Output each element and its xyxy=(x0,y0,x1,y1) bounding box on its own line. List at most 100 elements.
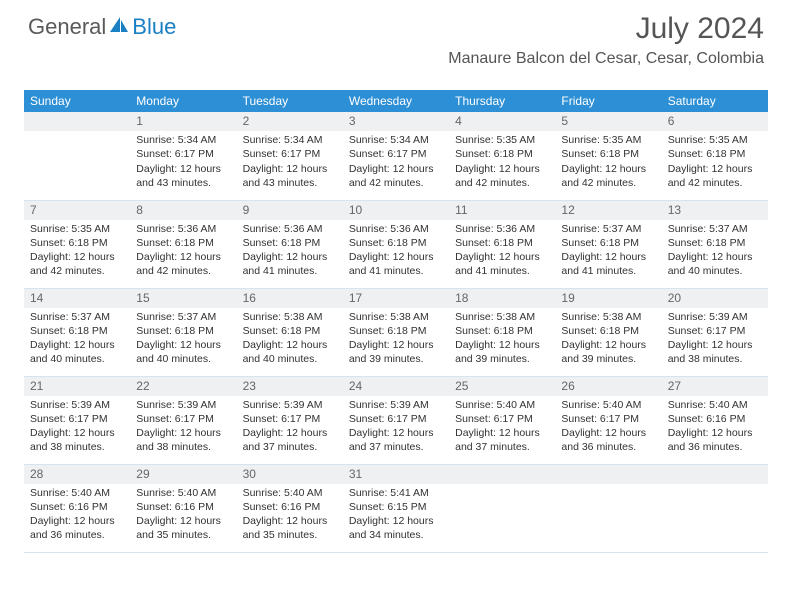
day-details: Sunrise: 5:35 AMSunset: 6:18 PMDaylight:… xyxy=(555,131,661,194)
day-number: 17 xyxy=(343,289,449,308)
brand-part1: General xyxy=(28,14,106,40)
daylight-line: Daylight: 12 hours and 42 minutes. xyxy=(30,250,124,278)
daylight-line: Daylight: 12 hours and 42 minutes. xyxy=(455,162,549,190)
day-number: 28 xyxy=(24,465,130,484)
calendar-cell: 26Sunrise: 5:40 AMSunset: 6:17 PMDayligh… xyxy=(555,376,661,464)
calendar-cell: 3Sunrise: 5:34 AMSunset: 6:17 PMDaylight… xyxy=(343,112,449,200)
daylight-line: Daylight: 12 hours and 37 minutes. xyxy=(455,426,549,454)
day-number: 18 xyxy=(449,289,555,308)
calendar-cell: 15Sunrise: 5:37 AMSunset: 6:18 PMDayligh… xyxy=(130,288,236,376)
day-number: 5 xyxy=(555,112,661,131)
sunset-line: Sunset: 6:15 PM xyxy=(349,500,443,514)
day-number-empty xyxy=(662,465,768,484)
day-number: 19 xyxy=(555,289,661,308)
day-details: Sunrise: 5:39 AMSunset: 6:17 PMDaylight:… xyxy=(343,396,449,459)
day-details: Sunrise: 5:36 AMSunset: 6:18 PMDaylight:… xyxy=(237,220,343,283)
sunrise-line: Sunrise: 5:37 AM xyxy=(668,222,762,236)
calendar-cell: 23Sunrise: 5:39 AMSunset: 6:17 PMDayligh… xyxy=(237,376,343,464)
day-details: Sunrise: 5:38 AMSunset: 6:18 PMDaylight:… xyxy=(555,308,661,371)
day-details: Sunrise: 5:40 AMSunset: 6:17 PMDaylight:… xyxy=(555,396,661,459)
calendar-cell xyxy=(555,464,661,552)
calendar-cell: 17Sunrise: 5:38 AMSunset: 6:18 PMDayligh… xyxy=(343,288,449,376)
sunrise-line: Sunrise: 5:39 AM xyxy=(668,310,762,324)
brand-logo: General Blue xyxy=(28,14,176,40)
weekday-header: Wednesday xyxy=(343,90,449,112)
sunset-line: Sunset: 6:16 PM xyxy=(30,500,124,514)
calendar-cell: 5Sunrise: 5:35 AMSunset: 6:18 PMDaylight… xyxy=(555,112,661,200)
sunrise-line: Sunrise: 5:39 AM xyxy=(243,398,337,412)
daylight-line: Daylight: 12 hours and 36 minutes. xyxy=(30,514,124,542)
weekday-header: Friday xyxy=(555,90,661,112)
calendar-cell: 11Sunrise: 5:36 AMSunset: 6:18 PMDayligh… xyxy=(449,200,555,288)
day-number-empty xyxy=(24,112,130,131)
calendar-cell: 4Sunrise: 5:35 AMSunset: 6:18 PMDaylight… xyxy=(449,112,555,200)
daylight-line: Daylight: 12 hours and 41 minutes. xyxy=(561,250,655,278)
header: General Blue July 2024 Manaure Balcon de… xyxy=(0,0,792,90)
sunset-line: Sunset: 6:18 PM xyxy=(349,324,443,338)
calendar-cell: 16Sunrise: 5:38 AMSunset: 6:18 PMDayligh… xyxy=(237,288,343,376)
sunrise-line: Sunrise: 5:40 AM xyxy=(455,398,549,412)
daylight-line: Daylight: 12 hours and 43 minutes. xyxy=(243,162,337,190)
sunrise-line: Sunrise: 5:39 AM xyxy=(349,398,443,412)
daylight-line: Daylight: 12 hours and 34 minutes. xyxy=(349,514,443,542)
calendar-cell: 13Sunrise: 5:37 AMSunset: 6:18 PMDayligh… xyxy=(662,200,768,288)
sunset-line: Sunset: 6:17 PM xyxy=(30,412,124,426)
calendar-cell: 28Sunrise: 5:40 AMSunset: 6:16 PMDayligh… xyxy=(24,464,130,552)
day-number: 8 xyxy=(130,201,236,220)
day-number: 1 xyxy=(130,112,236,131)
daylight-line: Daylight: 12 hours and 38 minutes. xyxy=(668,338,762,366)
sunrise-line: Sunrise: 5:36 AM xyxy=(455,222,549,236)
day-number: 29 xyxy=(130,465,236,484)
day-details: Sunrise: 5:38 AMSunset: 6:18 PMDaylight:… xyxy=(449,308,555,371)
sunset-line: Sunset: 6:18 PM xyxy=(668,147,762,161)
day-number: 22 xyxy=(130,377,236,396)
sunset-line: Sunset: 6:17 PM xyxy=(349,147,443,161)
day-details: Sunrise: 5:34 AMSunset: 6:17 PMDaylight:… xyxy=(130,131,236,194)
daylight-line: Daylight: 12 hours and 40 minutes. xyxy=(30,338,124,366)
day-details: Sunrise: 5:36 AMSunset: 6:18 PMDaylight:… xyxy=(343,220,449,283)
day-number: 31 xyxy=(343,465,449,484)
day-number: 20 xyxy=(662,289,768,308)
day-details: Sunrise: 5:35 AMSunset: 6:18 PMDaylight:… xyxy=(449,131,555,194)
calendar-cell xyxy=(24,112,130,200)
brand-part2: Blue xyxy=(132,14,176,40)
day-details: Sunrise: 5:38 AMSunset: 6:18 PMDaylight:… xyxy=(343,308,449,371)
sunrise-line: Sunrise: 5:34 AM xyxy=(136,133,230,147)
calendar-cell: 2Sunrise: 5:34 AMSunset: 6:17 PMDaylight… xyxy=(237,112,343,200)
sunrise-line: Sunrise: 5:40 AM xyxy=(243,486,337,500)
calendar-cell: 24Sunrise: 5:39 AMSunset: 6:17 PMDayligh… xyxy=(343,376,449,464)
day-number: 27 xyxy=(662,377,768,396)
calendar-cell: 7Sunrise: 5:35 AMSunset: 6:18 PMDaylight… xyxy=(24,200,130,288)
day-details: Sunrise: 5:35 AMSunset: 6:18 PMDaylight:… xyxy=(662,131,768,194)
day-details: Sunrise: 5:39 AMSunset: 6:17 PMDaylight:… xyxy=(24,396,130,459)
daylight-line: Daylight: 12 hours and 40 minutes. xyxy=(136,338,230,366)
daylight-line: Daylight: 12 hours and 39 minutes. xyxy=(561,338,655,366)
sunset-line: Sunset: 6:18 PM xyxy=(136,324,230,338)
weekday-header: Monday xyxy=(130,90,236,112)
daylight-line: Daylight: 12 hours and 38 minutes. xyxy=(30,426,124,454)
day-number: 10 xyxy=(343,201,449,220)
daylight-line: Daylight: 12 hours and 42 minutes. xyxy=(349,162,443,190)
daylight-line: Daylight: 12 hours and 39 minutes. xyxy=(455,338,549,366)
sunset-line: Sunset: 6:18 PM xyxy=(30,324,124,338)
sunrise-line: Sunrise: 5:38 AM xyxy=(455,310,549,324)
day-details: Sunrise: 5:40 AMSunset: 6:16 PMDaylight:… xyxy=(24,484,130,547)
sunset-line: Sunset: 6:18 PM xyxy=(243,324,337,338)
calendar-cell: 18Sunrise: 5:38 AMSunset: 6:18 PMDayligh… xyxy=(449,288,555,376)
day-details: Sunrise: 5:37 AMSunset: 6:18 PMDaylight:… xyxy=(24,308,130,371)
sunrise-line: Sunrise: 5:40 AM xyxy=(668,398,762,412)
daylight-line: Daylight: 12 hours and 40 minutes. xyxy=(668,250,762,278)
day-details: Sunrise: 5:40 AMSunset: 6:17 PMDaylight:… xyxy=(449,396,555,459)
weekday-header: Sunday xyxy=(24,90,130,112)
day-details: Sunrise: 5:37 AMSunset: 6:18 PMDaylight:… xyxy=(555,220,661,283)
sunrise-line: Sunrise: 5:38 AM xyxy=(243,310,337,324)
weekday-header: Saturday xyxy=(662,90,768,112)
day-number: 11 xyxy=(449,201,555,220)
daylight-line: Daylight: 12 hours and 36 minutes. xyxy=(668,426,762,454)
sunrise-line: Sunrise: 5:37 AM xyxy=(136,310,230,324)
location-subtitle: Manaure Balcon del Cesar, Cesar, Colombi… xyxy=(28,50,764,68)
calendar-cell: 14Sunrise: 5:37 AMSunset: 6:18 PMDayligh… xyxy=(24,288,130,376)
daylight-line: Daylight: 12 hours and 37 minutes. xyxy=(243,426,337,454)
calendar-cell: 20Sunrise: 5:39 AMSunset: 6:17 PMDayligh… xyxy=(662,288,768,376)
day-details: Sunrise: 5:37 AMSunset: 6:18 PMDaylight:… xyxy=(130,308,236,371)
